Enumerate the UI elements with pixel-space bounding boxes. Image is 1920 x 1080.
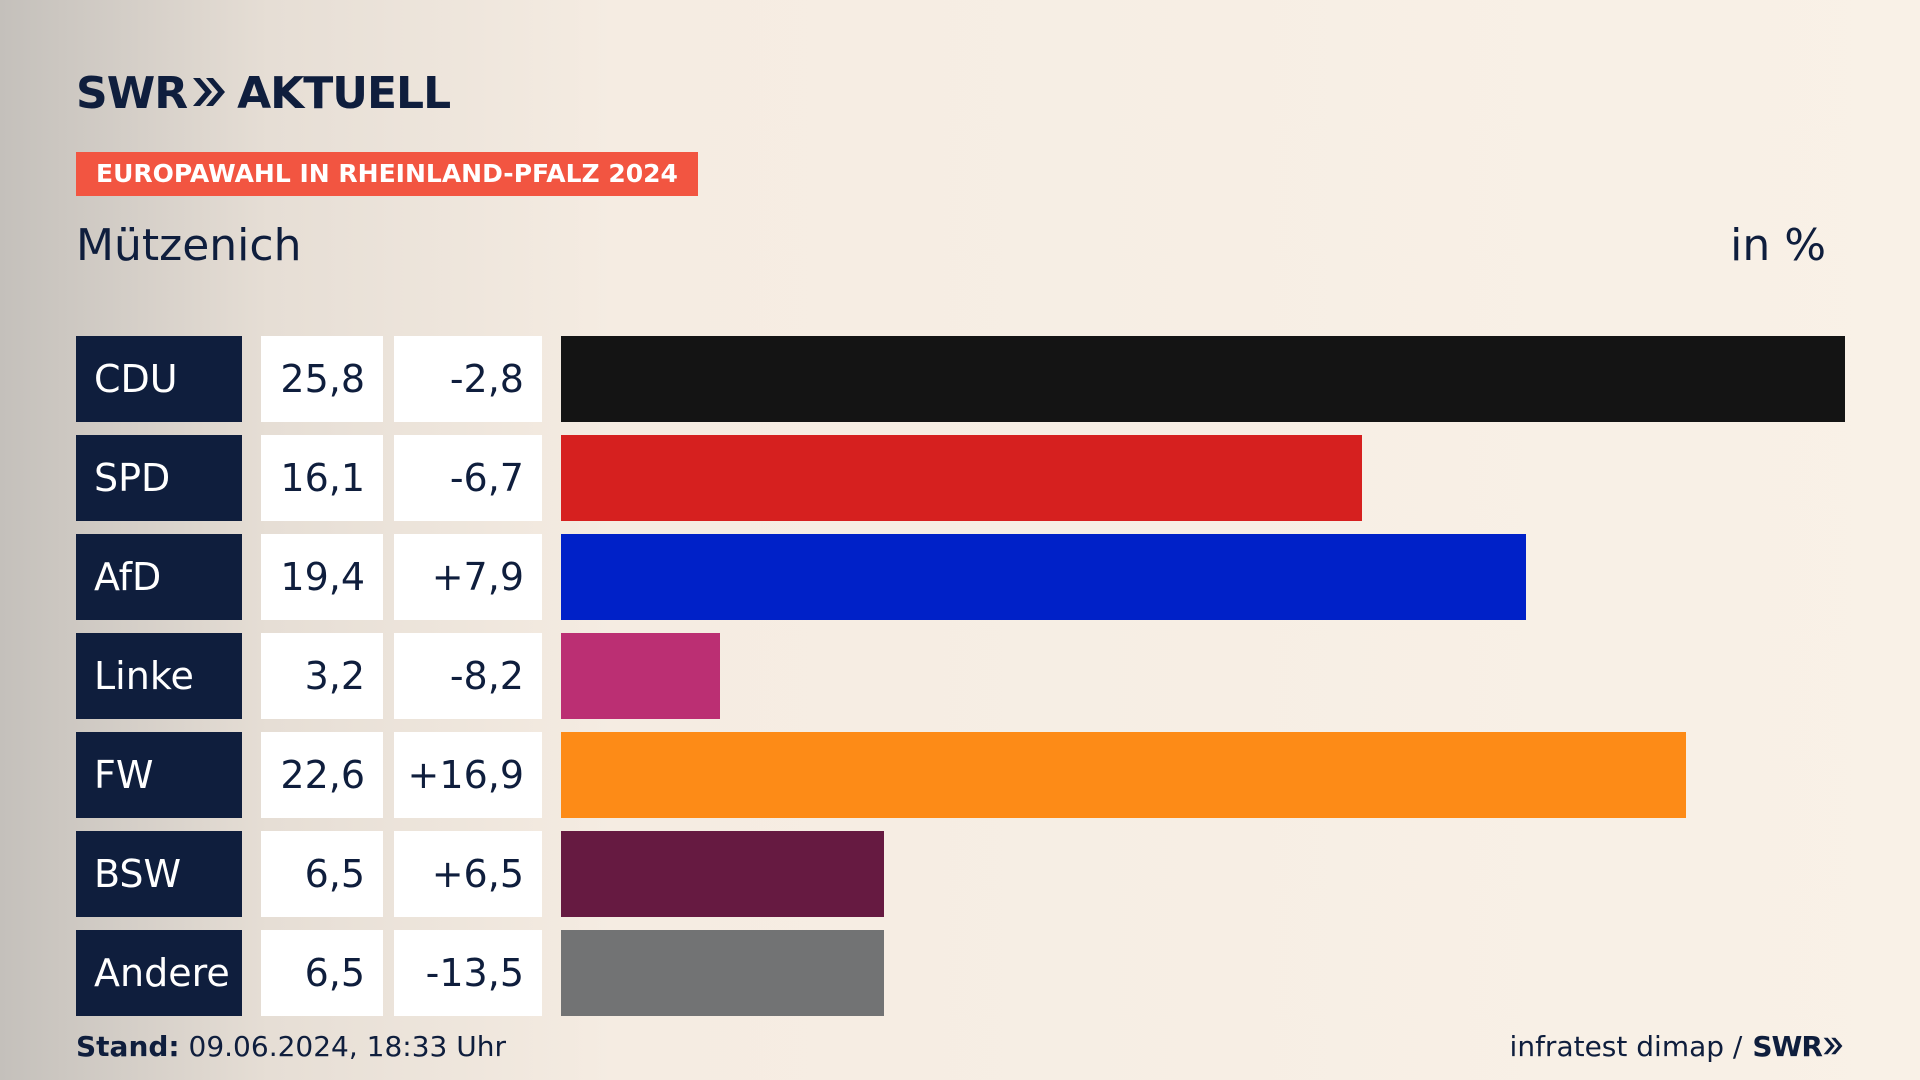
chart-title: Mützenich — [76, 220, 302, 271]
stand-label: Stand: — [76, 1030, 180, 1063]
logo-swr-text: SWR — [76, 68, 188, 119]
party-label: SPD — [76, 435, 242, 521]
change-label: +16,9 — [394, 732, 542, 818]
party-label: AfD — [76, 534, 242, 620]
bar-fw — [561, 732, 1686, 818]
bar-linke — [561, 633, 720, 719]
change-label: -13,5 — [394, 930, 542, 1016]
party-label: Linke — [76, 633, 242, 719]
unit-label: in % — [1730, 220, 1826, 271]
bar-bsw — [561, 831, 884, 917]
party-label: BSW — [76, 831, 242, 917]
source-credit: infratest dimap / SWR — [1510, 1030, 1844, 1063]
source-logo-swr: SWR — [1752, 1030, 1823, 1063]
bar-cdu — [561, 336, 1845, 422]
result-row-spd: SPD 16,1 -6,7 — [76, 435, 1846, 521]
value-label: 22,6 — [261, 732, 383, 818]
change-label: -2,8 — [394, 336, 542, 422]
change-label: +6,5 — [394, 831, 542, 917]
logo-aktuell-text: AKTUELL — [237, 68, 451, 119]
timestamp: Stand: 09.06.2024, 18:33 Uhr — [76, 1030, 506, 1063]
swr-aktuell-logo: SWR AKTUELL — [76, 68, 451, 119]
bar-afd — [561, 534, 1526, 620]
party-label: CDU — [76, 336, 242, 422]
bar-andere — [561, 930, 884, 1016]
stand-value: 09.06.2024, 18:33 Uhr — [188, 1030, 506, 1063]
result-row-linke: Linke 3,2 -8,2 — [76, 633, 1846, 719]
change-label: -8,2 — [394, 633, 542, 719]
result-row-bsw: BSW 6,5 +6,5 — [76, 831, 1846, 917]
value-label: 25,8 — [261, 336, 383, 422]
double-chevron-icon-small — [1822, 1030, 1844, 1063]
bar-spd — [561, 435, 1362, 521]
result-row-afd: AfD 19,4 +7,9 — [76, 534, 1846, 620]
value-label: 16,1 — [261, 435, 383, 521]
change-label: -6,7 — [394, 435, 542, 521]
value-label: 19,4 — [261, 534, 383, 620]
election-tag: EUROPAWAHL IN RHEINLAND-PFALZ 2024 — [76, 152, 698, 196]
result-row-andere: Andere 6,5 -13,5 — [76, 930, 1846, 1016]
source-text: infratest dimap / — [1509, 1030, 1743, 1063]
result-row-cdu: CDU 25,8 -2,8 — [76, 336, 1846, 422]
value-label: 6,5 — [261, 831, 383, 917]
double-chevron-icon — [191, 75, 227, 113]
result-row-fw: FW 22,6 +16,9 — [76, 732, 1846, 818]
party-label: FW — [76, 732, 242, 818]
value-label: 6,5 — [261, 930, 383, 1016]
change-label: +7,9 — [394, 534, 542, 620]
party-label: Andere — [76, 930, 242, 1016]
value-label: 3,2 — [261, 633, 383, 719]
